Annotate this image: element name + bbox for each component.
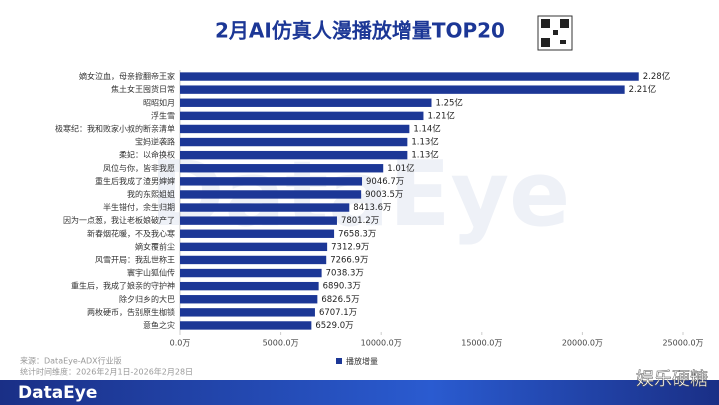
value-label: 7658.3万	[338, 229, 376, 239]
y-tick-label: 极寒纪：我和败家小叔的断亲清单	[55, 123, 175, 133]
y-tick-label: 焦土女王囤货日常	[111, 84, 175, 94]
value-label: 7038.3万	[326, 269, 364, 279]
y-tick-label: 风雪开局：我乱世称王	[95, 254, 175, 264]
logo: DataEye	[18, 383, 97, 403]
y-tick-label: 除夕归乡的大巴	[119, 294, 175, 304]
bar	[180, 124, 410, 134]
x-tick-label: 0.0万	[170, 339, 191, 348]
footer-band	[0, 380, 719, 405]
y-tick-label: 重生后，我成了娘亲的守护神	[71, 281, 175, 291]
value-label: 2.28亿	[643, 71, 670, 82]
period: 统计时间维度：2026年2月1日-2026年2月28日	[20, 367, 193, 377]
bar	[180, 268, 322, 278]
y-tick-label: 嫡女泣血，母亲掀翻帝王家	[79, 71, 175, 81]
y-tick-label: 因为一点葱，我让老板娘破产了	[63, 215, 175, 225]
value-label: 7801.2万	[341, 216, 379, 226]
chart-title: 2月AI仿真人漫播放增量TOP20	[215, 19, 505, 43]
value-label: 1.14亿	[413, 123, 440, 134]
y-tick-label: 浮生雪	[151, 110, 175, 120]
value-label: 1.21亿	[427, 110, 454, 121]
value-label: 1.13亿	[411, 137, 438, 148]
legend-label: 播放增量	[346, 356, 378, 366]
y-tick-label: 昭昭如月	[143, 97, 175, 107]
qr-code	[537, 15, 573, 51]
value-label: 1.01亿	[387, 163, 414, 174]
value-label: 9003.5万	[365, 190, 403, 200]
bar	[180, 308, 315, 317]
bar	[180, 164, 384, 173]
bar	[180, 85, 625, 94]
y-tick-label: 寰宇山狐仙传	[127, 268, 175, 278]
x-tick-label: 15000.0万	[461, 339, 502, 348]
value-label: 8413.6万	[353, 203, 391, 213]
y-tick-label: 我的东熙姐姐	[127, 189, 175, 199]
value-label: 1.25亿	[436, 97, 463, 108]
bar	[180, 281, 319, 291]
source: 来源：DataEye-ADX行业版	[20, 356, 122, 366]
bar	[180, 203, 350, 212]
y-tick-label: 重生后我成了渣男婶婶	[95, 176, 175, 186]
bar	[180, 229, 335, 238]
value-label: 7266.9万	[330, 255, 368, 265]
x-tick-label: 20000.0万	[562, 339, 603, 348]
bar	[180, 177, 363, 186]
bar	[180, 216, 337, 225]
value-label: 6707.1万	[319, 308, 357, 318]
y-tick-label: 嫡女覆前尘	[135, 241, 175, 251]
value-label: 7312.9万	[331, 242, 369, 252]
value-label: 6826.5万	[321, 295, 359, 305]
y-tick-label: 意鱼之灾	[143, 320, 175, 330]
bar	[180, 150, 408, 160]
value-label: 6529.0万	[315, 321, 353, 331]
x-tick-label: 25000.0万	[662, 339, 703, 348]
bar	[180, 98, 432, 107]
bar	[180, 255, 327, 265]
bar	[180, 242, 328, 252]
bar	[180, 137, 408, 147]
bar	[180, 321, 312, 330]
value-label: 2.21亿	[629, 84, 656, 95]
y-tick-label: 两枚硬币，告别原生枷锁	[87, 307, 175, 317]
value-label: 9046.7万	[366, 177, 404, 187]
value-label: 1.13亿	[411, 150, 438, 161]
y-tick-label: 新春烟花暖，不及我心寒	[87, 228, 175, 238]
bar	[180, 190, 362, 199]
watermark: 娱乐硬糖	[636, 369, 708, 390]
bar	[180, 111, 424, 121]
bar	[180, 72, 639, 81]
bar	[180, 295, 318, 304]
value-label: 6890.3万	[323, 282, 361, 292]
y-tick-label: 半生错付，余生归期	[103, 202, 175, 212]
y-tick-label: 宝妈逆袭路	[135, 137, 175, 147]
x-tick-label: 5000.0万	[263, 339, 299, 348]
legend-swatch	[336, 358, 342, 364]
y-tick-label: 凤位与你，皆非我愿	[103, 163, 175, 173]
y-tick-label: 柔妃：以命换权	[119, 150, 175, 160]
x-tick-label: 10000.0万	[361, 339, 402, 348]
